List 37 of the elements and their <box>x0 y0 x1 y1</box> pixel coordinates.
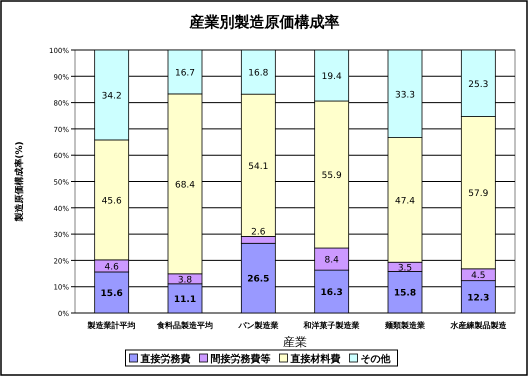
chart-title: 産業別製造原価構成率 <box>188 13 340 31</box>
data-label: 34.2 <box>102 91 122 102</box>
data-label: 57.9 <box>468 189 489 200</box>
data-label: 55.9 <box>322 171 342 182</box>
x-tick-label: 食料品製造平均 <box>156 321 213 330</box>
data-label: 3.8 <box>178 275 192 286</box>
y-axis-title: 製造原価構成率(%) <box>14 141 25 223</box>
legend-label: 直接材料費 <box>290 353 340 365</box>
legend-label: 間接労務費等 <box>210 353 270 365</box>
data-label: 16.3 <box>320 288 343 298</box>
data-label: 19.4 <box>322 72 342 82</box>
data-label: 2.6 <box>251 227 266 238</box>
data-label: 4.5 <box>471 271 486 282</box>
data-label: 16.7 <box>174 68 196 78</box>
data-label: 45.6 <box>102 196 122 206</box>
data-label: 8.4 <box>324 256 340 266</box>
data-label: 15.6 <box>100 288 123 299</box>
data-label: 15.8 <box>394 288 416 299</box>
data-label: 12.3 <box>467 293 490 304</box>
data-label: 25.3 <box>468 80 488 90</box>
data-label: 3.5 <box>398 263 412 274</box>
data-label: 26.5 <box>247 274 270 285</box>
x-tick-label: 和洋菓子製造業 <box>302 321 360 330</box>
x-tick-label: パン製造業 <box>237 321 278 330</box>
data-label: 16.8 <box>248 68 269 79</box>
data-label: 4.6 <box>104 262 120 272</box>
legend-label: 直接労務費 <box>140 353 190 365</box>
x-tick-label: 水産練製品製造 <box>449 320 508 330</box>
data-label: 11.1 <box>174 294 196 305</box>
x-axis-title: 産業 <box>283 335 307 349</box>
data-label: 47.4 <box>394 196 416 206</box>
x-tick-label: 製造業計平均 <box>86 321 136 330</box>
legend-label: その他 <box>360 353 392 365</box>
data-label: 54.1 <box>248 162 268 172</box>
data-label: 33.3 <box>394 90 416 100</box>
data-label: 68.4 <box>174 180 196 190</box>
x-tick-label: 麺類製造業 <box>384 321 425 330</box>
